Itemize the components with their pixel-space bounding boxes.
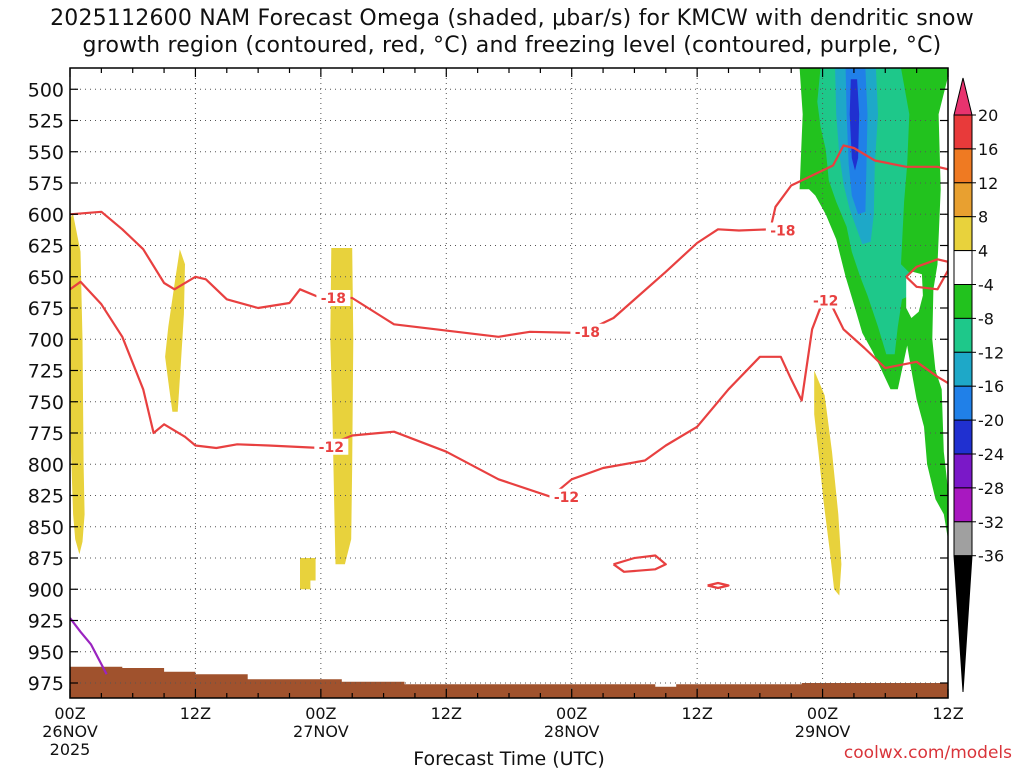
contour-label-bg [808,292,843,309]
colorbar-segment [953,487,973,523]
x-tick-label: 00Z [556,704,587,723]
colorbar-label: 4 [978,242,988,261]
y-tick-label: 800 [28,454,64,476]
colorbar-segment [953,216,973,252]
y-tick-label: 550 [28,142,64,164]
colorbar-segment [953,385,973,421]
contour-label: -18 [321,291,346,307]
y-tick-label: 725 [28,361,64,383]
x-tick-label: 00Z [807,704,838,723]
y-tick-label: 600 [28,204,64,226]
contour-label-bg [314,438,349,455]
omega-shade-gap [906,271,923,318]
y-tick-label: 875 [28,548,64,570]
x-tick-date-label: 26NOV [42,722,98,741]
x-tick-label: 00Z [54,704,85,723]
colorbar-segment [953,351,973,387]
y-tick-label: 700 [28,329,64,351]
x-axis-label: Forecast Time (UTC) [413,748,604,768]
y-tick-label: 500 [28,79,64,101]
x-tick-date-label: 27NOV [293,722,349,741]
colorbar-label: -4 [978,276,994,295]
y-tick-label: 950 [28,642,64,664]
contour-label-bg [316,290,351,306]
colorbar-segment [953,250,973,286]
colorbar-label: 16 [978,140,998,159]
colorbar-segment [953,521,973,557]
contour-label: -12 [319,440,344,456]
x-tick-year-label: 2025 [50,740,91,759]
omega-shade-yellow-2 [165,249,185,412]
colorbar-label: -8 [978,309,994,328]
contour--12-c-small-a [612,554,667,573]
x-tick-label: 12Z [431,704,462,723]
contour--12-c-small-b [707,581,730,590]
colorbar-label: -20 [978,411,1004,430]
y-tick-label: 575 [28,173,64,195]
site-credit: coolwx.com/models [843,743,1012,763]
colorbar-top-arrow [953,77,973,116]
colorbar-segment [953,114,973,150]
colorbar-label: 20 [978,106,998,125]
contour-freezing-level-0-c [70,617,108,675]
contour-label: -18 [575,325,600,341]
plot-area: -18 -18 -18 -12 -12 -12 [70,68,948,698]
y-tick-label: 825 [28,486,64,508]
colorbar-segment [953,317,973,353]
colorbar-segment [953,284,973,319]
contour-label: -18 [770,224,795,240]
colorbar-label: 12 [978,174,998,193]
x-tick-label: 12Z [932,704,963,723]
y-tick-label: 900 [28,579,64,601]
x-tick-date-label: 29NOV [795,722,851,741]
y-tick-label: 525 [28,111,64,133]
x-tick-label: 00Z [305,704,336,723]
y-tick-label: 750 [28,392,64,414]
colorbar-segment [953,148,973,184]
colorbar-label: -12 [978,343,1004,362]
contour-label-bg [570,323,605,340]
chart-title-line-1: 2025112600 NAM Forecast Omega (shaded, μ… [50,6,974,31]
colorbar-label: -28 [978,479,1004,498]
x-tick-label: 12Z [180,704,211,723]
y-tick-label: 675 [28,298,64,320]
colorbar-segment [953,419,973,455]
colorbar-bottom-arrow [953,555,973,693]
colorbar-label: -24 [978,445,1004,464]
y-tick-label: 775 [28,423,64,445]
contour-label-bg [549,488,584,505]
contour--12-c-closed [905,258,948,291]
x-tick-date-label: 28NOV [544,722,600,741]
y-tick-label: 925 [28,611,64,633]
contour--18-c [70,144,948,338]
chart-title-line-2: growth region (contoured, red, °C) and f… [82,33,942,58]
omega-shade-yellow-1 [70,214,85,555]
colorbar-label: -16 [978,377,1004,396]
contour-label: -12 [813,294,838,310]
colorbar-label: 8 [978,208,988,227]
y-tick-label: 625 [28,236,64,258]
y-tick-label: 850 [28,517,64,539]
y-tick-label: 650 [28,267,64,289]
contour-label-bg [765,222,800,239]
terrain-ground [70,666,948,698]
colorbar-label: -32 [978,513,1004,532]
omega-shade-yellow-4 [300,558,316,590]
contour-label: -12 [554,490,579,506]
x-tick-label: 12Z [681,704,712,723]
omega-shade-yellow-5 [814,370,842,596]
colorbar-label: -36 [978,547,1004,566]
y-tick-label: 975 [28,673,64,695]
omega-shade-yellow-3 [330,248,354,565]
colorbar-segment [953,182,973,218]
colorbar-segment [953,453,973,489]
